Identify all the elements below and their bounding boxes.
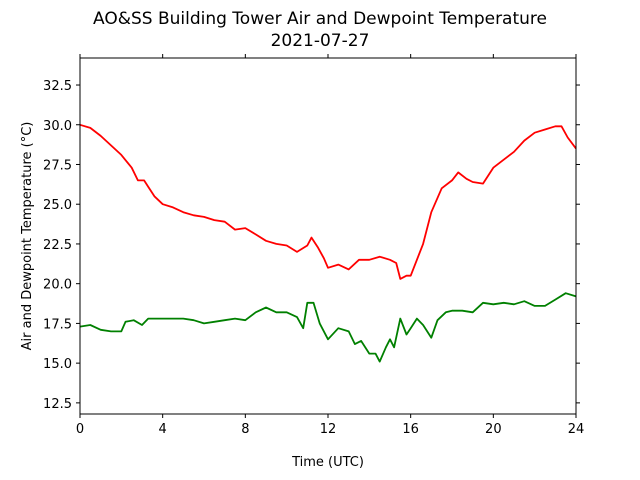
y-tick-label: 15.0 [43,357,72,372]
chart-title: AO&SS Building Tower Air and Dewpoint Te… [93,9,547,29]
y-tick-label: 22.5 [43,238,72,253]
x-axis-label: Time (UTC) [291,455,364,470]
series-line-1 [79,292,577,363]
series-layer [79,123,577,363]
y-tick-label: 25.0 [43,198,72,213]
y-tick-label: 20.0 [43,278,72,293]
x-tick-label: 20 [485,422,502,437]
y-tick-label: 12.5 [43,397,72,412]
y-tick-label: 27.5 [43,158,72,173]
x-tick-label: 24 [568,422,585,437]
x-tick-label: 4 [159,422,167,437]
y-tick-label: 30.0 [43,119,72,134]
ticks-layer: 0 4 8 12 16 20 24 12.5 15.0 17.5 20.0 22.5 25.0 27.5 3… [43,54,584,437]
x-tick-label: 12 [320,422,337,437]
x-tick-label: 8 [241,422,249,437]
y-tick-label: 32.5 [43,79,72,94]
chart-subtitle: 2021-07-27 [271,31,370,51]
x-tick-label: 16 [402,422,419,437]
y-tick-label: 17.5 [43,317,72,332]
series-line-0 [79,123,577,280]
x-tick-label: 0 [76,422,84,437]
plot-frame [79,57,577,415]
y-axis-label: Air and Dewpoint Temperature (°C) [20,122,35,351]
